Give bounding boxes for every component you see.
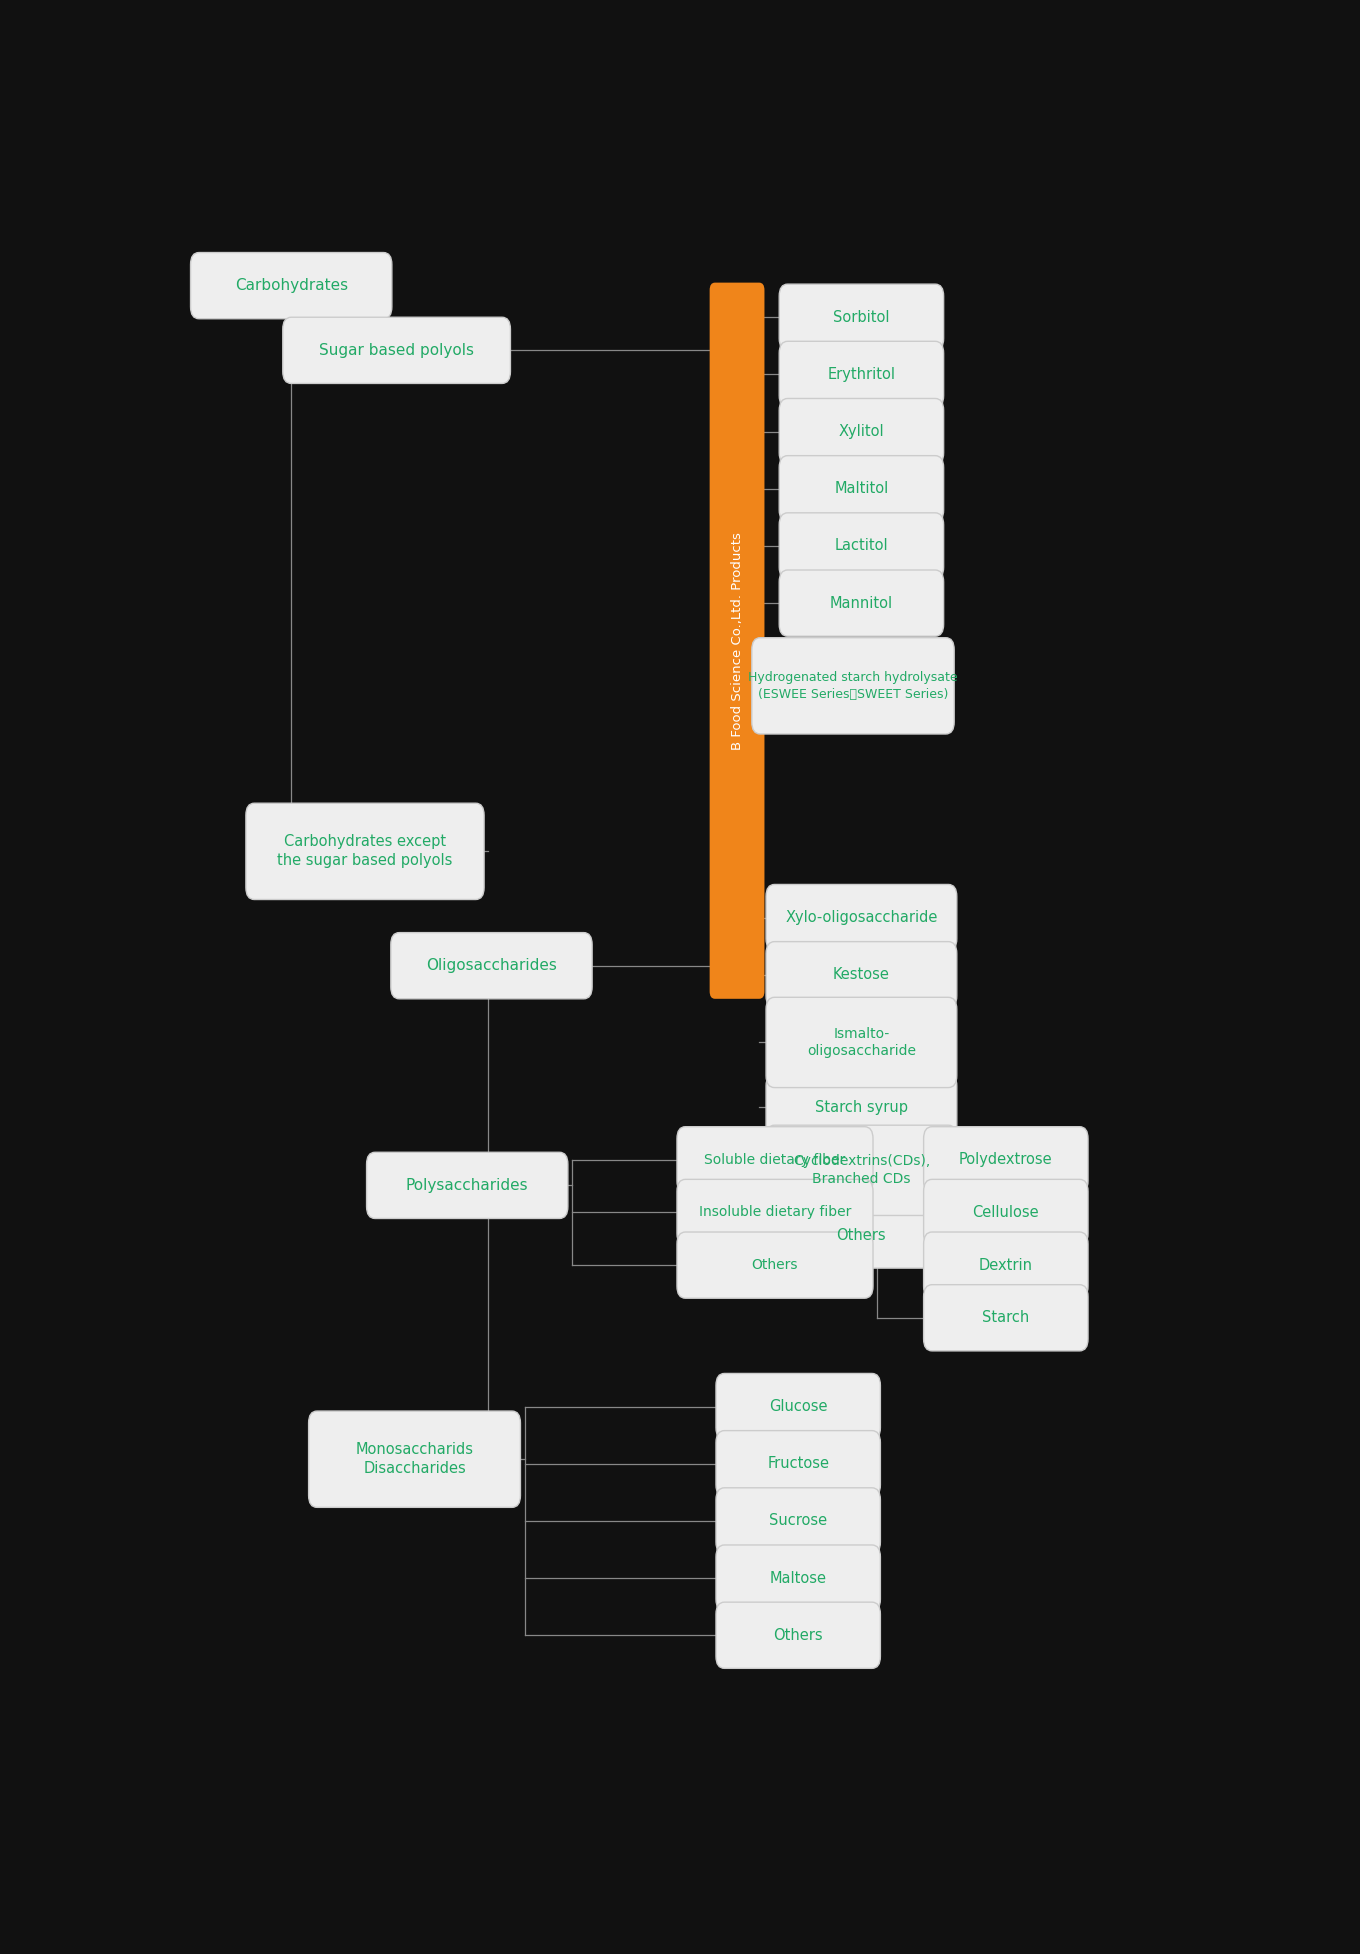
FancyBboxPatch shape: [715, 1430, 880, 1497]
FancyBboxPatch shape: [923, 1127, 1088, 1192]
FancyBboxPatch shape: [367, 1153, 568, 1219]
FancyBboxPatch shape: [715, 1487, 880, 1553]
Text: Cyclodextrins(CDs),
Branched CDs: Cyclodextrins(CDs), Branched CDs: [793, 1155, 930, 1186]
Text: Starch: Starch: [982, 1311, 1030, 1325]
FancyBboxPatch shape: [779, 399, 944, 465]
FancyBboxPatch shape: [923, 1284, 1088, 1350]
Text: Insoluble dietary fiber: Insoluble dietary fiber: [699, 1206, 851, 1219]
Text: Fructose: Fructose: [767, 1456, 830, 1471]
Text: Others: Others: [752, 1258, 798, 1272]
Text: Ismalto-
oligosaccharide: Ismalto- oligosaccharide: [806, 1026, 915, 1059]
FancyBboxPatch shape: [283, 317, 510, 383]
Text: Soluble dietary fiber: Soluble dietary fiber: [704, 1153, 846, 1167]
FancyBboxPatch shape: [779, 512, 944, 578]
FancyBboxPatch shape: [779, 571, 944, 637]
FancyBboxPatch shape: [766, 942, 957, 1008]
Text: Sorbitol: Sorbitol: [834, 311, 889, 324]
FancyBboxPatch shape: [715, 1374, 880, 1440]
FancyBboxPatch shape: [246, 803, 484, 899]
Text: Polysaccharides: Polysaccharides: [405, 1178, 529, 1192]
FancyBboxPatch shape: [190, 252, 392, 319]
Text: Polydextrose: Polydextrose: [959, 1153, 1053, 1167]
FancyBboxPatch shape: [766, 1202, 957, 1268]
Text: Glucose: Glucose: [768, 1399, 827, 1415]
Text: Hydrogenated starch hydrolysate
(ESWEE Series・SWEET Series): Hydrogenated starch hydrolysate (ESWEE S…: [748, 670, 957, 701]
Text: Carbohydrates: Carbohydrates: [235, 277, 348, 293]
Text: Oligosaccharides: Oligosaccharides: [426, 957, 556, 973]
FancyBboxPatch shape: [766, 1075, 957, 1141]
FancyBboxPatch shape: [766, 997, 957, 1088]
FancyBboxPatch shape: [710, 283, 764, 998]
FancyBboxPatch shape: [715, 1602, 880, 1669]
FancyBboxPatch shape: [923, 1233, 1088, 1297]
Text: B Food Science Co.,Ltd. Products: B Food Science Co.,Ltd. Products: [730, 531, 744, 750]
Text: Cellulose: Cellulose: [972, 1206, 1039, 1219]
Text: Erythritol: Erythritol: [827, 367, 895, 381]
Text: Starch syrup: Starch syrup: [815, 1100, 908, 1114]
Text: Maltitol: Maltitol: [834, 481, 888, 496]
Text: Lactitol: Lactitol: [835, 539, 888, 553]
Text: Kestose: Kestose: [832, 967, 889, 983]
Text: Others: Others: [774, 1628, 823, 1643]
FancyBboxPatch shape: [779, 455, 944, 522]
Text: Carbohydrates except
the sugar based polyols: Carbohydrates except the sugar based pol…: [277, 834, 453, 868]
FancyBboxPatch shape: [766, 1126, 957, 1215]
FancyBboxPatch shape: [677, 1233, 873, 1297]
FancyBboxPatch shape: [715, 1546, 880, 1612]
FancyBboxPatch shape: [677, 1127, 873, 1192]
Text: Mannitol: Mannitol: [830, 596, 894, 610]
FancyBboxPatch shape: [309, 1411, 521, 1507]
Text: Maltose: Maltose: [770, 1571, 827, 1585]
FancyBboxPatch shape: [923, 1180, 1088, 1245]
Text: Xylo-oligosaccharide: Xylo-oligosaccharide: [785, 911, 937, 924]
Text: Sugar based polyols: Sugar based polyols: [320, 342, 475, 358]
FancyBboxPatch shape: [390, 932, 592, 998]
Text: Xylitol: Xylitol: [839, 424, 884, 440]
FancyBboxPatch shape: [779, 342, 944, 408]
Text: Dextrin: Dextrin: [979, 1258, 1032, 1272]
FancyBboxPatch shape: [677, 1180, 873, 1245]
FancyBboxPatch shape: [779, 283, 944, 350]
FancyBboxPatch shape: [752, 637, 955, 735]
Text: Sucrose: Sucrose: [770, 1514, 827, 1528]
Text: Others: Others: [836, 1227, 887, 1243]
FancyBboxPatch shape: [766, 885, 957, 952]
Text: Monosaccharids
Disaccharides: Monosaccharids Disaccharides: [355, 1442, 473, 1477]
